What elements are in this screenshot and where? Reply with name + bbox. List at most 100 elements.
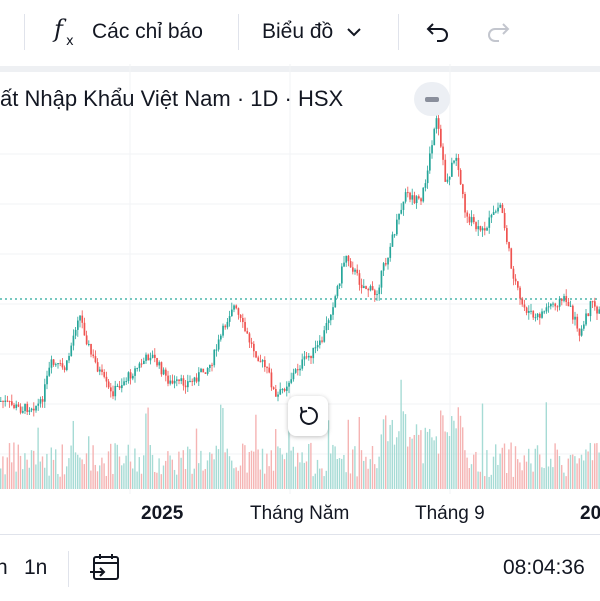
candle-body <box>316 345 319 348</box>
candle-body <box>220 335 222 340</box>
candle-body <box>547 306 550 308</box>
volume-bar <box>99 465 101 489</box>
volume-bar <box>398 431 400 489</box>
pane-separator <box>0 66 600 72</box>
x-axis-label-next-year: 20 <box>580 503 600 524</box>
volume-bar <box>250 450 253 489</box>
candle-body <box>17 404 20 407</box>
candle-body <box>321 340 323 342</box>
volume-bar <box>277 446 279 489</box>
candle-body <box>105 376 108 382</box>
candle-body <box>402 201 405 210</box>
candle-body <box>495 211 497 213</box>
volume-bar <box>497 464 499 489</box>
volume-bar <box>411 438 413 489</box>
candle-body <box>92 354 95 357</box>
candle-body <box>237 308 240 315</box>
volume-bar <box>125 455 127 489</box>
candle-body <box>204 372 207 374</box>
candle-body <box>13 404 15 408</box>
range-label: n <box>0 556 8 579</box>
volume-bar <box>536 445 539 489</box>
candle-body <box>24 403 26 412</box>
volume-bar <box>402 411 404 489</box>
candle-body <box>466 212 469 217</box>
volume-bar <box>103 463 105 489</box>
candle-body <box>550 303 552 307</box>
candle-body <box>558 298 561 307</box>
volume-bar <box>189 449 191 489</box>
volume-bar <box>39 461 41 489</box>
candle-body <box>479 226 482 231</box>
candle-body <box>525 307 528 313</box>
volume-bar <box>369 459 371 489</box>
price-chart[interactable] <box>0 64 600 494</box>
chart-type-button[interactable]: Biểu đồ <box>262 0 365 64</box>
volume-bar <box>149 445 151 489</box>
indicators-button[interactable]: f x Các chỉ báo <box>52 0 203 64</box>
range-1y-button[interactable]: 1n <box>24 535 47 601</box>
candle-body <box>8 400 11 402</box>
candle-body <box>191 380 194 382</box>
volume-bar <box>171 459 173 489</box>
candle-body <box>457 157 460 171</box>
volume-bar <box>530 463 532 489</box>
candle-body <box>68 355 70 361</box>
volume-bar <box>325 470 327 489</box>
volume-bar <box>206 460 209 489</box>
volume-bar <box>294 466 297 489</box>
candle-body <box>286 386 288 391</box>
redo-button[interactable] <box>484 0 514 64</box>
volume-bar <box>233 468 235 489</box>
candle-body <box>409 192 411 200</box>
volume-bar <box>426 431 429 489</box>
volume-bar <box>466 457 468 489</box>
candle-body <box>66 360 68 370</box>
volume-bar <box>215 445 217 489</box>
volume-bar <box>481 403 484 489</box>
candle-body <box>299 368 301 371</box>
candle-body <box>453 160 455 163</box>
volume-bar <box>528 448 530 489</box>
volume-bar <box>558 456 561 489</box>
undo-button[interactable] <box>422 0 452 64</box>
volume-bar <box>444 431 446 489</box>
volume-bar <box>220 404 222 489</box>
candle-body <box>404 192 407 202</box>
volume-bar <box>24 453 26 489</box>
candle-body <box>160 362 163 375</box>
svg-text:x: x <box>66 34 74 49</box>
candle-body <box>303 356 306 360</box>
candle-body <box>352 267 354 272</box>
volume-bar <box>464 450 466 489</box>
candle-body <box>569 305 572 307</box>
candle-body <box>332 307 334 315</box>
candle-body <box>327 320 330 324</box>
candle-body <box>396 219 398 235</box>
collapse-legend-button[interactable] <box>414 82 450 116</box>
volume-bar <box>59 476 61 489</box>
candle-body <box>345 255 348 263</box>
candle-body <box>292 372 295 380</box>
candle-body <box>503 212 506 229</box>
candle-body <box>189 380 191 382</box>
volume-bar <box>193 468 195 489</box>
candle-body <box>378 287 381 295</box>
volume-bar <box>257 449 259 489</box>
candle-body <box>481 228 484 231</box>
volume-bar <box>492 456 495 489</box>
candle-body <box>2 400 4 402</box>
candle-body <box>83 322 86 336</box>
candle-body <box>228 316 231 322</box>
candle-body <box>154 354 156 358</box>
reset-chart-button[interactable] <box>288 396 328 436</box>
range-button[interactable]: n <box>0 535 8 601</box>
volume-bar <box>440 410 442 489</box>
candle-body <box>48 367 51 376</box>
goto-date-button[interactable] <box>88 535 122 601</box>
candle-body <box>250 342 253 344</box>
volume-bar <box>266 453 268 489</box>
candle-body <box>156 357 158 366</box>
candle-body <box>594 301 596 307</box>
candle-body <box>583 324 585 329</box>
